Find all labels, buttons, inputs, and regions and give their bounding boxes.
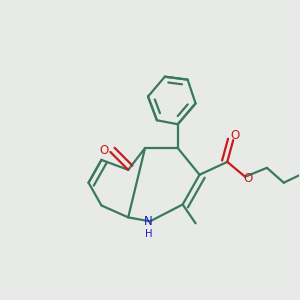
Text: O: O (244, 172, 253, 185)
Text: N: N (144, 215, 153, 228)
Text: O: O (230, 129, 239, 142)
Text: O: O (99, 144, 109, 157)
Text: H: H (145, 229, 152, 239)
